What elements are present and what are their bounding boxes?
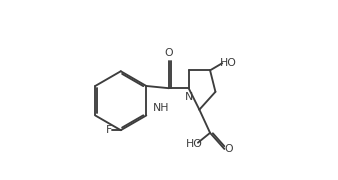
Text: HO: HO [219, 58, 236, 68]
Text: O: O [165, 48, 173, 58]
Text: O: O [224, 144, 233, 154]
Text: HO: HO [186, 139, 202, 148]
Text: N: N [185, 92, 193, 102]
Text: F: F [106, 125, 112, 135]
Text: NH: NH [153, 103, 169, 113]
